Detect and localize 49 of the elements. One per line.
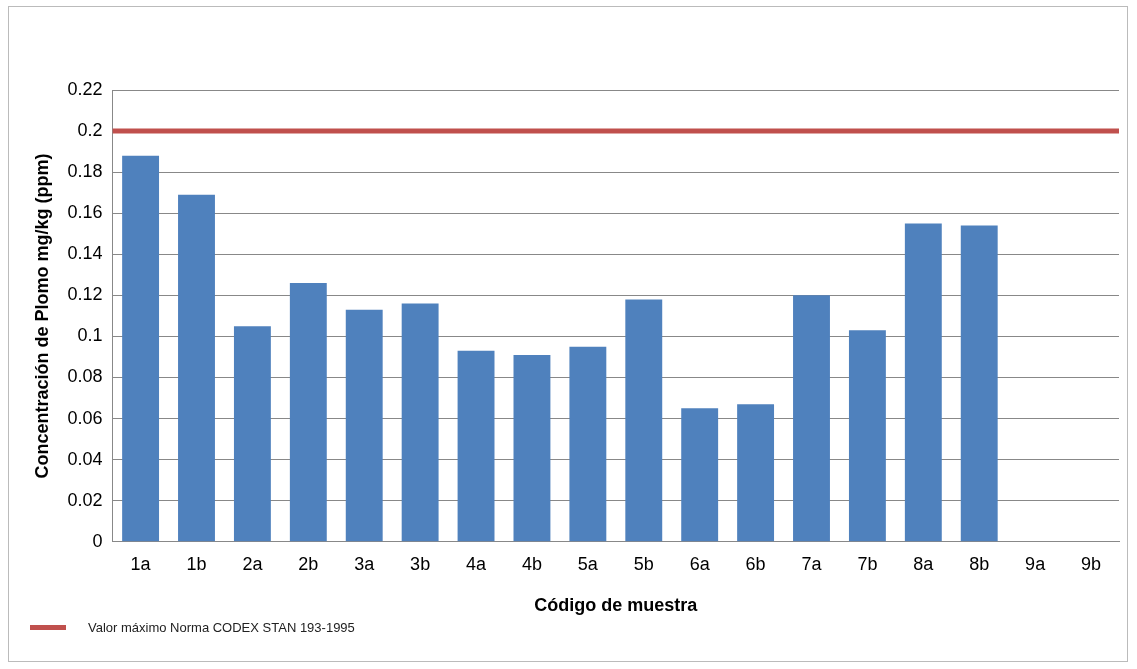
- bar: [960, 225, 998, 542]
- x-tick-label: 1a: [130, 553, 152, 574]
- x-tick-label: 2a: [242, 553, 264, 574]
- x-tick-label: 2b: [298, 553, 319, 574]
- y-tick-label: 0.22: [67, 78, 103, 99]
- y-axis-title: Concentración de Plomo mg/kg (ppm): [31, 153, 52, 479]
- x-tick-label: 8b: [969, 553, 990, 574]
- y-tick-label: 0.18: [67, 161, 103, 182]
- x-tick-label: 9b: [1081, 553, 1102, 574]
- x-tick-label: 9a: [1025, 553, 1047, 574]
- y-tick-label: 0.1: [77, 325, 103, 346]
- bar: [457, 350, 495, 542]
- y-tick-label: 0.08: [67, 366, 103, 387]
- legend-label: Valor máximo Norma CODEX STAN 193-1995: [88, 620, 355, 635]
- bar: [793, 295, 830, 542]
- bar: [737, 404, 775, 542]
- x-tick-label: 8a: [913, 553, 935, 574]
- y-tick-label: 0.04: [67, 448, 103, 469]
- bar: [681, 408, 719, 542]
- bar: [848, 330, 886, 542]
- bar: [513, 354, 551, 542]
- x-tick-label: 5b: [633, 553, 654, 574]
- bar: [569, 346, 607, 542]
- bar: [345, 309, 383, 542]
- y-tick-label: 0.16: [67, 202, 103, 223]
- bar: [904, 223, 942, 542]
- bar: [401, 303, 439, 542]
- x-tick-label: 6b: [745, 553, 766, 574]
- x-tick-label: 3a: [354, 553, 376, 574]
- x-tick-label: 7a: [801, 553, 823, 574]
- x-tick-label: 4b: [521, 553, 542, 574]
- y-tick-label: 0.06: [67, 407, 103, 428]
- x-axis-title: Código de muestra: [534, 595, 699, 616]
- x-tick-label: 3b: [410, 553, 431, 574]
- x-tick-label: 7b: [857, 553, 878, 574]
- x-tick-label: 1b: [186, 553, 207, 574]
- y-tick-label: 0.02: [67, 489, 103, 510]
- x-tick-label: 4a: [466, 553, 488, 574]
- bar: [122, 155, 160, 542]
- bar: [625, 299, 663, 542]
- bar: [178, 194, 215, 542]
- x-tick-label: 5a: [577, 553, 599, 574]
- y-tick-label: 0.2: [77, 120, 103, 141]
- bar: [289, 283, 327, 542]
- bar: [233, 326, 271, 542]
- y-tick-label: 0.14: [67, 243, 103, 264]
- y-tick-label: 0.12: [67, 284, 103, 305]
- y-tick-label: 0: [92, 530, 103, 551]
- x-tick-label: 6a: [689, 553, 711, 574]
